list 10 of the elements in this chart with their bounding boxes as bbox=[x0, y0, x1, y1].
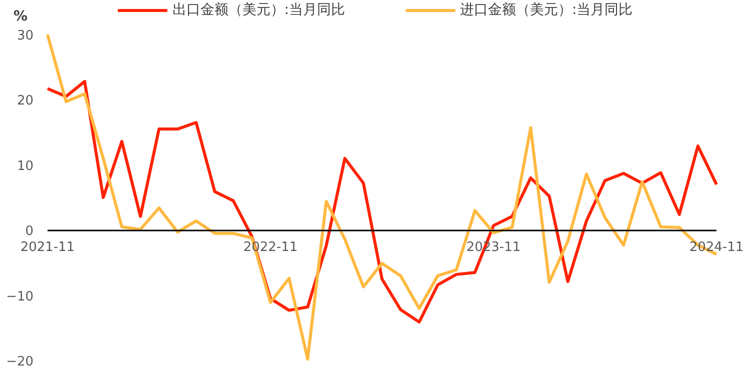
legend-label: 进口金额（美元）:当月同比 bbox=[460, 1, 633, 19]
x-tick-label: 2021-11 bbox=[20, 240, 75, 256]
y-tick-label: −20 bbox=[6, 354, 34, 370]
y-tick-label: 20 bbox=[16, 94, 34, 109]
legend-label: 出口金额（美元）:当月同比 bbox=[172, 1, 345, 19]
y-tick-label: 10 bbox=[16, 158, 34, 174]
y-tick-label: 0 bbox=[25, 224, 34, 240]
y-axis-title: % bbox=[14, 8, 28, 24]
y-tick-label: −10 bbox=[6, 289, 34, 304]
y-tick-label: 30 bbox=[16, 28, 34, 44]
